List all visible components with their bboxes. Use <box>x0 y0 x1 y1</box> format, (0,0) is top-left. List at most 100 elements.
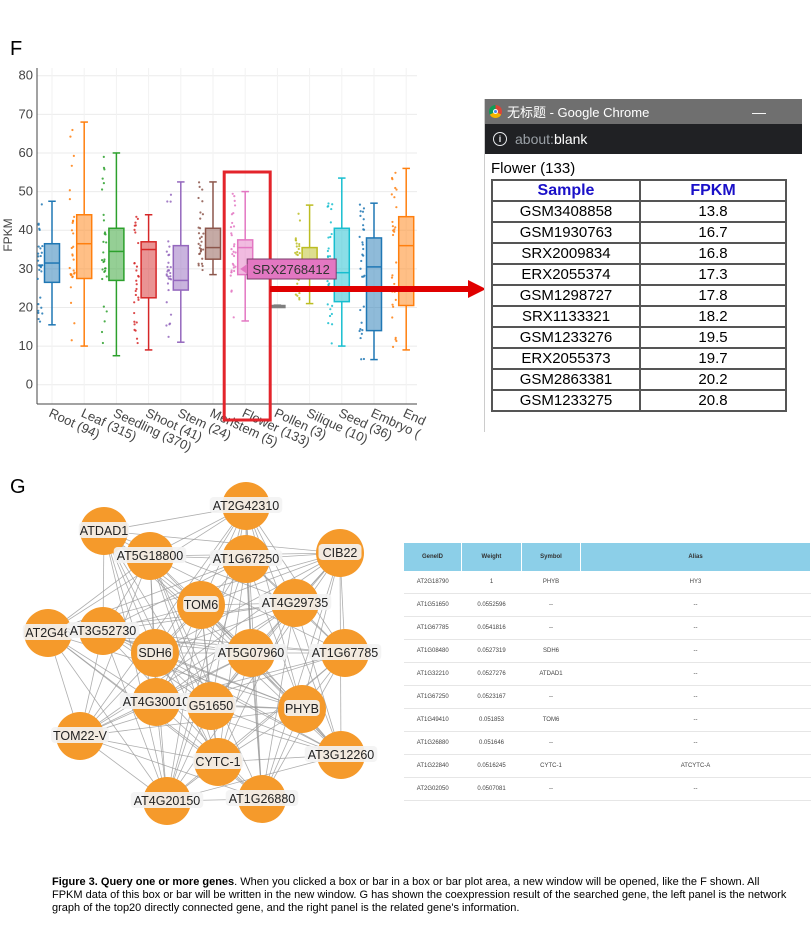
fpkm-table-row: SRX2009834 16.8 <box>491 242 787 265</box>
network-node[interactable]: SDH6 <box>131 629 179 677</box>
data-point <box>168 245 171 248</box>
fpkm-value-cell: 19.5 <box>639 326 787 349</box>
arrow-head <box>468 280 486 298</box>
network-node[interactable]: AT2G42310 <box>209 482 283 530</box>
data-point <box>395 339 398 343</box>
address-bar[interactable]: i about: blank <box>485 124 802 154</box>
minimize-button[interactable]: — <box>752 103 766 120</box>
info-icon[interactable]: i <box>493 132 507 146</box>
network-node[interactable]: AT4G29735 <box>258 579 332 627</box>
symbol-cell: -- <box>521 731 581 755</box>
network-node[interactable]: TOM22-V <box>51 712 109 760</box>
fpkm-table-row: GSM1930763 16.7 <box>491 221 787 244</box>
data-point <box>68 266 71 270</box>
data-point <box>390 193 393 196</box>
fpkm-value-cell: 16.8 <box>639 242 787 265</box>
network-node[interactable]: AT2G46 <box>22 609 74 657</box>
fpkm-value-cell: 19.7 <box>639 347 787 370</box>
node-label: AT5G07960 <box>218 646 285 660</box>
network-node[interactable]: TOM6 <box>177 581 225 629</box>
data-point <box>105 241 108 244</box>
gene-id-cell: AT1G67785 <box>404 616 462 640</box>
gene-table-row[interactable]: AT1G26880 0.051646 -- -- <box>404 731 811 755</box>
network-node[interactable]: ATDAD1 <box>78 507 130 555</box>
data-point <box>102 213 105 216</box>
gene-table-row[interactable]: AT1G32210 0.0527276 ATDAD1 -- <box>404 662 811 686</box>
symbol-cell: -- <box>521 616 581 640</box>
network-node[interactable]: AT1G67785 <box>308 629 382 677</box>
symbol-cell: -- <box>521 777 581 801</box>
chrome-popup-window[interactable]: 无标题 - Google Chrome — i about: blank Flow… <box>484 99 802 432</box>
node-label: AT3G12260 <box>308 748 375 762</box>
data-point <box>394 186 397 190</box>
data-point <box>165 250 168 253</box>
data-point <box>198 246 201 250</box>
chrome-logo-icon <box>489 105 502 118</box>
data-point <box>36 259 40 262</box>
data-point <box>40 306 43 309</box>
column-header-weight: Weight <box>461 543 522 571</box>
data-point <box>362 224 365 227</box>
network-node[interactable]: AT1G67250 <box>209 535 283 583</box>
network-node[interactable]: AT5G18800 <box>113 532 187 580</box>
data-point <box>326 303 329 306</box>
data-point <box>105 275 108 278</box>
data-point <box>72 245 75 248</box>
node-label-background <box>78 522 130 538</box>
data-point <box>133 320 136 323</box>
gene-table-row[interactable]: AT1G22840 0.0516245 CYTC-1 ATCYTC-A <box>404 754 811 778</box>
network-node[interactable]: AT3G52730 <box>66 607 140 655</box>
network-node[interactable]: G51650 <box>185 682 237 730</box>
network-node[interactable]: AT3G12260 <box>304 731 378 779</box>
network-edge <box>154 652 303 710</box>
chrome-titlebar[interactable]: 无标题 - Google Chrome — <box>485 99 802 124</box>
data-point <box>135 337 139 340</box>
data-point <box>40 270 43 273</box>
gene-table-row[interactable]: AT1G51650 0.0552596 -- -- <box>404 593 811 617</box>
gene-table-row[interactable]: AT1G67250 0.0523167 -- -- <box>404 685 811 709</box>
node-label-background <box>258 594 332 610</box>
fpkm-value-cell: 20.8 <box>639 389 787 412</box>
data-point <box>329 308 332 311</box>
data-point <box>71 275 74 278</box>
network-node[interactable]: AT4G30010 <box>119 678 193 726</box>
network-edge <box>217 602 296 763</box>
network-edge <box>261 602 296 800</box>
network-node[interactable]: AT1G26880 <box>225 775 299 823</box>
data-point <box>298 291 301 295</box>
data-point <box>40 264 43 267</box>
data-point <box>102 260 105 264</box>
data-point <box>103 320 106 323</box>
data-point <box>298 242 301 246</box>
caption-text: . When you clicked a box or bar in a box… <box>52 876 787 914</box>
data-point <box>41 312 44 315</box>
data-point <box>297 247 300 251</box>
gene-table-row[interactable]: AT1G49410 0.051853 TOM6 -- <box>404 708 811 732</box>
network-node[interactable]: CIB22 <box>316 529 364 577</box>
network-node[interactable]: AT4G20150 <box>130 777 204 825</box>
network-edge <box>102 558 247 632</box>
gene-table-row[interactable]: AT2G02050 0.0507081 -- -- <box>404 777 811 801</box>
gene-table-row[interactable]: AT1G08480 0.0527319 SDH6 -- <box>404 639 811 663</box>
sample-id-cell: SRX2009834 <box>491 242 641 265</box>
network-node[interactable]: AT5G07960 <box>214 629 288 677</box>
gene-table-row[interactable]: AT2G18790 1 PHYB HY3 <box>404 571 811 594</box>
data-point <box>133 228 136 231</box>
alias-cell: -- <box>580 708 811 732</box>
network-node[interactable]: PHYB <box>278 685 326 733</box>
weight-cell: 0.0527319 <box>461 639 522 663</box>
network-edge <box>154 652 342 756</box>
node-label: AT3G52730 <box>70 624 137 638</box>
node-label-background <box>51 727 109 743</box>
url-scheme: about: <box>515 131 554 147</box>
coexpression-network[interactable]: AT2G42310 ATDAD1 AT5G18800 AT1G67250 CIB22 TO… <box>18 480 388 840</box>
node-label: AT4G29735 <box>262 596 329 610</box>
data-point <box>169 313 173 316</box>
network-node[interactable]: CYTC-1 <box>192 738 244 786</box>
gene-table-row[interactable]: AT1G67785 0.0541816 -- -- <box>404 616 811 640</box>
data-point <box>73 272 76 275</box>
data-point <box>133 262 136 265</box>
data-point <box>328 314 332 318</box>
data-point <box>135 269 138 272</box>
